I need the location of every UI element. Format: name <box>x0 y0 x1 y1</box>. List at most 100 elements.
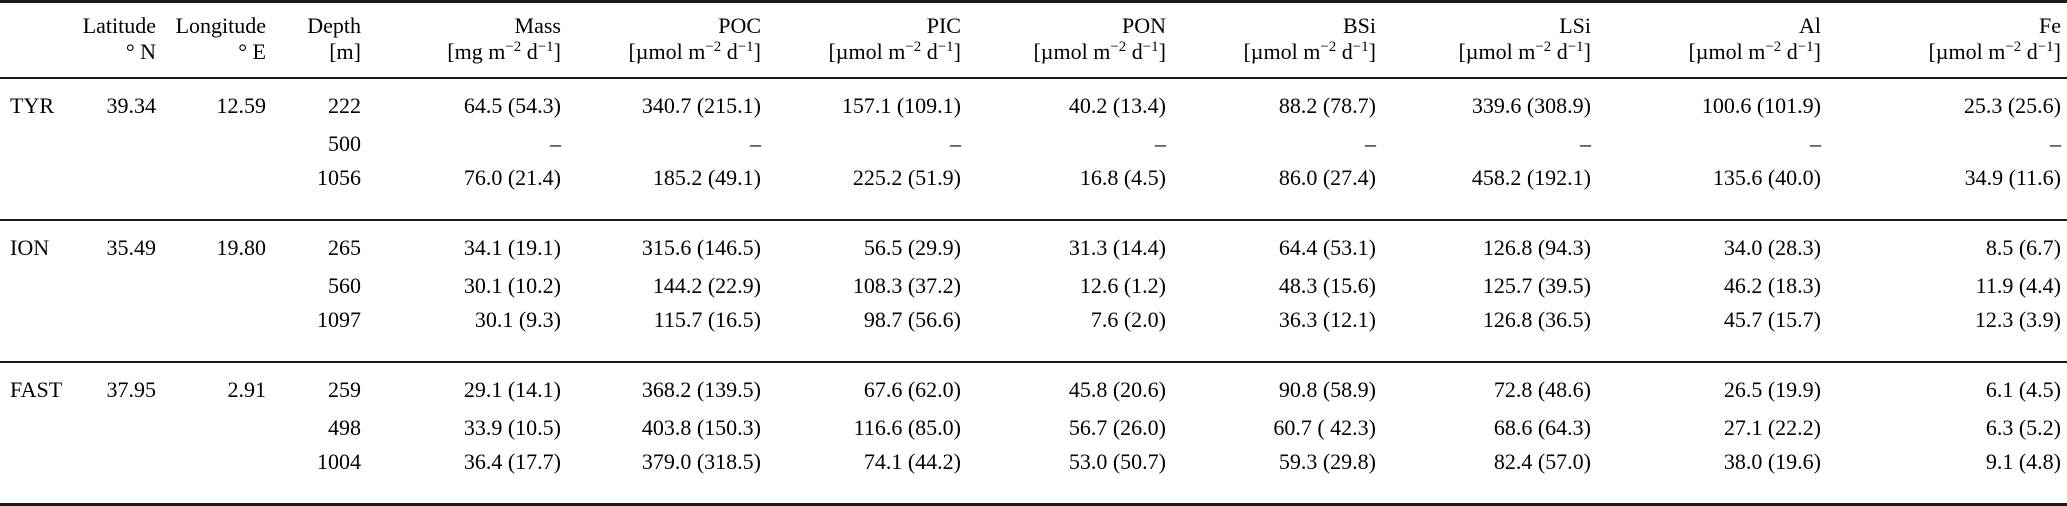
unit-text: d <box>721 39 738 64</box>
poc-value: 379.0 (318.5) <box>641 449 761 474</box>
table-row: 1056 76.0 (21.4) 185.2 (49.1) 225.2 (51.… <box>0 165 2067 220</box>
unit-exponent: −1 <box>737 38 754 55</box>
depth-value: 500 <box>328 131 361 156</box>
al-value: 45.7 (15.7) <box>1723 307 1821 332</box>
poc-value: 115.7 (16.5) <box>653 307 761 332</box>
pic-value: 225.2 (51.9) <box>852 165 961 190</box>
pon-value: 40.2 (13.4) <box>1068 93 1166 118</box>
depth-value: 222 <box>328 93 361 118</box>
lsi-value: 82.4 (57.0) <box>1493 449 1591 474</box>
unit-exponent: −1 <box>1567 38 1584 55</box>
poc-value: 315.6 (146.5) <box>641 235 761 260</box>
unit-exponent: −2 <box>705 38 722 55</box>
mass-value: 76.0 (21.4) <box>463 165 561 190</box>
unit-text: ] <box>553 39 561 64</box>
unit-exponent: −2 <box>2005 38 2022 55</box>
latitude-value: 39.34 <box>106 93 157 118</box>
lsi-value: 72.8 (48.6) <box>1493 377 1591 402</box>
bsi-value: 64.4 (53.1) <box>1278 235 1376 260</box>
col-unit-fe: [µmol m−2 d−1] <box>1827 39 2067 78</box>
fe-value: 6.3 (5.2) <box>1985 415 2061 440</box>
col-unit-latitude: ° N <box>125 39 156 64</box>
al-value: 100.6 (101.9) <box>1701 93 1821 118</box>
mass-value: 33.9 (10.5) <box>463 415 561 440</box>
unit-exponent: −2 <box>1320 38 1337 55</box>
header-unit-row: ° N ° E [m] [mg m−2 d−1] [µmol m−2 d−1] … <box>0 39 2067 78</box>
unit-exponent: −1 <box>1797 38 1814 55</box>
unit-exponent: −2 <box>905 38 922 55</box>
station-label: TYR <box>10 93 54 118</box>
bsi-value: 86.0 (27.4) <box>1278 165 1376 190</box>
latitude-value: 35.49 <box>106 235 157 260</box>
unit-exponent: −2 <box>505 38 522 55</box>
al-value: – <box>1810 131 1821 156</box>
table-row: 500 – – – – – – – – <box>0 131 2067 165</box>
unit-text: d <box>1336 39 1353 64</box>
pic-value: – <box>950 131 961 156</box>
pon-value: 31.3 (14.4) <box>1068 235 1166 260</box>
lsi-value: 339.6 (308.9) <box>1471 93 1591 118</box>
lsi-value: 126.8 (94.3) <box>1482 235 1591 260</box>
lsi-value: 126.8 (36.5) <box>1482 307 1591 332</box>
depth-value: 265 <box>328 235 361 260</box>
station-block-ion: ION 35.49 19.80 265 34.1 (19.1) 315.6 (1… <box>0 220 2067 362</box>
pic-value: 157.1 (109.1) <box>841 93 961 118</box>
unit-text: ] <box>1813 39 1821 64</box>
col-header-pic: PIC <box>926 13 961 38</box>
pic-value: 116.6 (85.0) <box>853 415 961 440</box>
lsi-value: – <box>1580 131 1591 156</box>
fe-value: – <box>2050 131 2061 156</box>
col-header-latitude: Latitude <box>82 13 156 38</box>
unit-exponent: −1 <box>937 38 954 55</box>
unit-text: [µmol m <box>628 39 706 64</box>
col-header-longitude: Longitude <box>175 13 266 38</box>
unit-text: d <box>2021 39 2038 64</box>
unit-exponent: −2 <box>1110 38 1127 55</box>
col-unit-al: [µmol m−2 d−1] <box>1597 39 1827 78</box>
poc-value: 185.2 (49.1) <box>652 165 761 190</box>
pic-value: 67.6 (62.0) <box>863 377 961 402</box>
pon-value: 45.8 (20.6) <box>1068 377 1166 402</box>
poc-value: – <box>750 131 761 156</box>
col-unit-poc: [µmol m−2 d−1] <box>567 39 767 78</box>
unit-text: [µmol m <box>1688 39 1766 64</box>
col-header-pon: PON <box>1121 13 1166 38</box>
depth-value: 498 <box>328 415 361 440</box>
mass-value: 34.1 (19.1) <box>463 235 561 260</box>
unit-text: [mg m <box>447 39 506 64</box>
mass-value: 64.5 (54.3) <box>463 93 561 118</box>
unit-text: ] <box>1368 39 1376 64</box>
unit-text: ] <box>1583 39 1591 64</box>
station-block-tyr: TYR 39.34 12.59 222 64.5 (54.3) 340.7 (2… <box>0 78 2067 220</box>
col-unit-lsi: [µmol m−2 d−1] <box>1382 39 1597 78</box>
fe-value: 34.9 (11.6) <box>1964 165 2061 190</box>
table-row: 498 33.9 (10.5) 403.8 (150.3) 116.6 (85.… <box>0 415 2067 449</box>
depth-value: 259 <box>328 377 361 402</box>
pic-value: 74.1 (44.2) <box>863 449 961 474</box>
fe-value: 12.3 (3.9) <box>1974 307 2061 332</box>
al-value: 27.1 (22.2) <box>1723 415 1821 440</box>
mass-value: 36.4 (17.7) <box>463 449 561 474</box>
longitude-value: 12.59 <box>216 93 267 118</box>
col-header-mass: Mass <box>514 13 561 38</box>
col-unit-station <box>0 39 62 78</box>
unit-exponent: −2 <box>1535 38 1552 55</box>
station-label: FAST <box>10 377 63 402</box>
table-row: ION 35.49 19.80 265 34.1 (19.1) 315.6 (1… <box>0 220 2067 273</box>
unit-text: ] <box>953 39 961 64</box>
unit-text: ] <box>753 39 761 64</box>
pic-value: 98.7 (56.6) <box>863 307 961 332</box>
poc-value: 368.2 (139.5) <box>641 377 761 402</box>
mass-value: 29.1 (14.1) <box>463 377 561 402</box>
pon-value: 53.0 (50.7) <box>1068 449 1166 474</box>
longitude-value: 19.80 <box>216 235 267 260</box>
poc-value: 144.2 (22.9) <box>652 273 761 298</box>
mass-value: 30.1 (9.3) <box>474 307 561 332</box>
al-value: 34.0 (28.3) <box>1723 235 1821 260</box>
pon-value: 16.8 (4.5) <box>1079 165 1166 190</box>
lsi-value: 68.6 (64.3) <box>1493 415 1591 440</box>
col-unit-longitude: ° E <box>238 39 266 64</box>
longitude-value: 2.91 <box>227 377 267 402</box>
unit-text: d <box>1781 39 1798 64</box>
depth-value: 1004 <box>317 449 361 474</box>
